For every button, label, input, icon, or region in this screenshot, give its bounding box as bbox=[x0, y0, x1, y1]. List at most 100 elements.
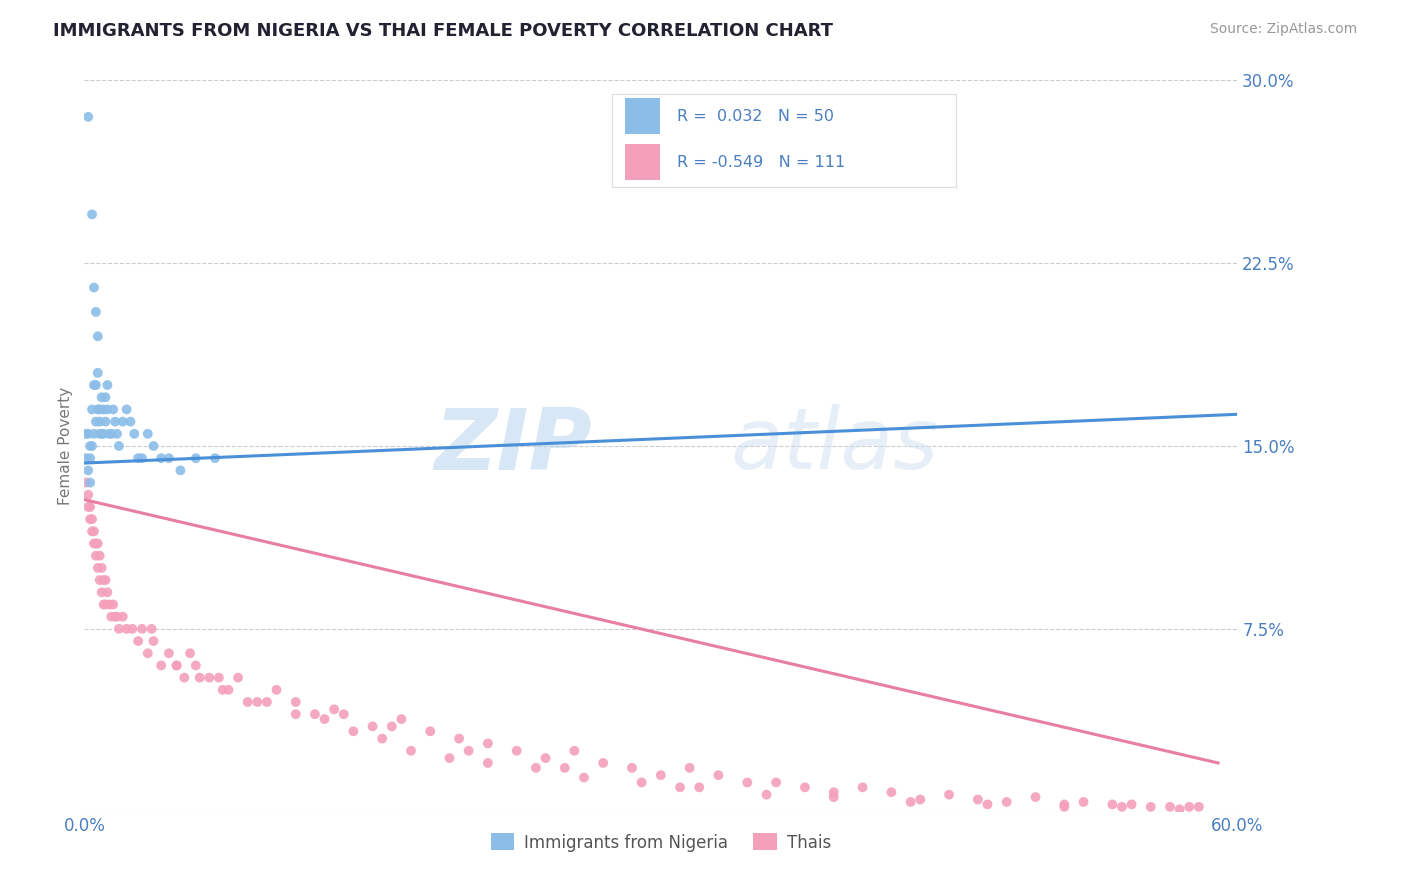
Point bbox=[688, 780, 710, 795]
Point bbox=[449, 731, 471, 746]
Point bbox=[98, 598, 121, 612]
Point bbox=[211, 682, 233, 697]
Point bbox=[157, 451, 180, 466]
Point bbox=[115, 402, 138, 417]
Point bbox=[477, 736, 499, 750]
Point bbox=[755, 788, 778, 802]
Point bbox=[111, 609, 134, 624]
Point bbox=[852, 780, 875, 795]
Point bbox=[823, 790, 845, 805]
Point bbox=[246, 695, 269, 709]
Point bbox=[333, 707, 356, 722]
Point bbox=[794, 780, 817, 795]
Point bbox=[938, 788, 960, 802]
Point bbox=[80, 207, 103, 221]
Point bbox=[304, 707, 326, 722]
Point bbox=[371, 731, 394, 746]
Text: Source: ZipAtlas.com: Source: ZipAtlas.com bbox=[1209, 22, 1357, 37]
Point bbox=[120, 415, 142, 429]
Point bbox=[419, 724, 441, 739]
Point bbox=[1053, 800, 1076, 814]
Point bbox=[150, 451, 173, 466]
Text: atlas: atlas bbox=[730, 404, 938, 488]
Point bbox=[104, 415, 127, 429]
Point bbox=[142, 634, 165, 648]
Point bbox=[84, 415, 107, 429]
Point bbox=[80, 524, 103, 539]
Point bbox=[534, 751, 557, 765]
Point bbox=[323, 702, 346, 716]
Point bbox=[77, 488, 100, 502]
Text: ZIP: ZIP bbox=[434, 404, 592, 488]
Point bbox=[84, 536, 107, 550]
Point bbox=[198, 671, 221, 685]
Point bbox=[995, 795, 1018, 809]
Point bbox=[89, 415, 111, 429]
Point bbox=[90, 426, 112, 441]
Point bbox=[131, 622, 153, 636]
Point bbox=[737, 775, 759, 789]
Y-axis label: Female Poverty: Female Poverty bbox=[58, 387, 73, 505]
Point bbox=[150, 658, 173, 673]
Point bbox=[169, 463, 191, 477]
Point bbox=[226, 671, 249, 685]
Point bbox=[1140, 800, 1163, 814]
Point bbox=[342, 724, 364, 739]
Point bbox=[83, 378, 105, 392]
Point bbox=[136, 426, 159, 441]
Point bbox=[572, 771, 595, 785]
Point bbox=[108, 622, 131, 636]
Point bbox=[89, 402, 111, 417]
Point bbox=[1111, 800, 1133, 814]
Point bbox=[79, 512, 101, 526]
Point bbox=[630, 775, 652, 789]
Text: R = -0.549   N = 111: R = -0.549 N = 111 bbox=[678, 154, 845, 169]
Point bbox=[111, 415, 134, 429]
Point bbox=[1178, 800, 1201, 814]
Point bbox=[96, 402, 118, 417]
Point bbox=[98, 426, 121, 441]
Point bbox=[1053, 797, 1076, 812]
Point bbox=[391, 712, 413, 726]
Point bbox=[94, 598, 117, 612]
Point bbox=[84, 378, 107, 392]
Point bbox=[184, 451, 207, 466]
Point bbox=[87, 536, 110, 550]
Point bbox=[100, 426, 122, 441]
Point bbox=[96, 585, 118, 599]
Point bbox=[173, 671, 195, 685]
Point bbox=[707, 768, 730, 782]
Point bbox=[188, 671, 211, 685]
Point bbox=[103, 598, 124, 612]
Point bbox=[314, 712, 336, 726]
Point bbox=[679, 761, 702, 775]
Point bbox=[90, 390, 112, 404]
Point bbox=[89, 573, 111, 587]
Point bbox=[976, 797, 998, 812]
Point bbox=[77, 110, 100, 124]
Point bbox=[103, 402, 124, 417]
Point bbox=[880, 785, 903, 799]
Point bbox=[80, 512, 103, 526]
Point bbox=[121, 622, 143, 636]
Point bbox=[75, 426, 97, 441]
FancyBboxPatch shape bbox=[626, 98, 659, 134]
Point bbox=[1121, 797, 1143, 812]
Point bbox=[93, 573, 115, 587]
Point bbox=[87, 402, 110, 417]
Point bbox=[90, 585, 112, 599]
Point bbox=[236, 695, 259, 709]
Point bbox=[524, 761, 547, 775]
Point bbox=[83, 280, 105, 294]
Point bbox=[621, 761, 644, 775]
Point bbox=[75, 451, 97, 466]
Point bbox=[765, 775, 787, 789]
Point bbox=[1101, 797, 1123, 812]
Point bbox=[115, 622, 138, 636]
Point bbox=[399, 744, 422, 758]
Point bbox=[77, 500, 100, 514]
Point bbox=[284, 707, 307, 722]
Point bbox=[93, 598, 115, 612]
Point bbox=[669, 780, 692, 795]
Point bbox=[83, 524, 105, 539]
